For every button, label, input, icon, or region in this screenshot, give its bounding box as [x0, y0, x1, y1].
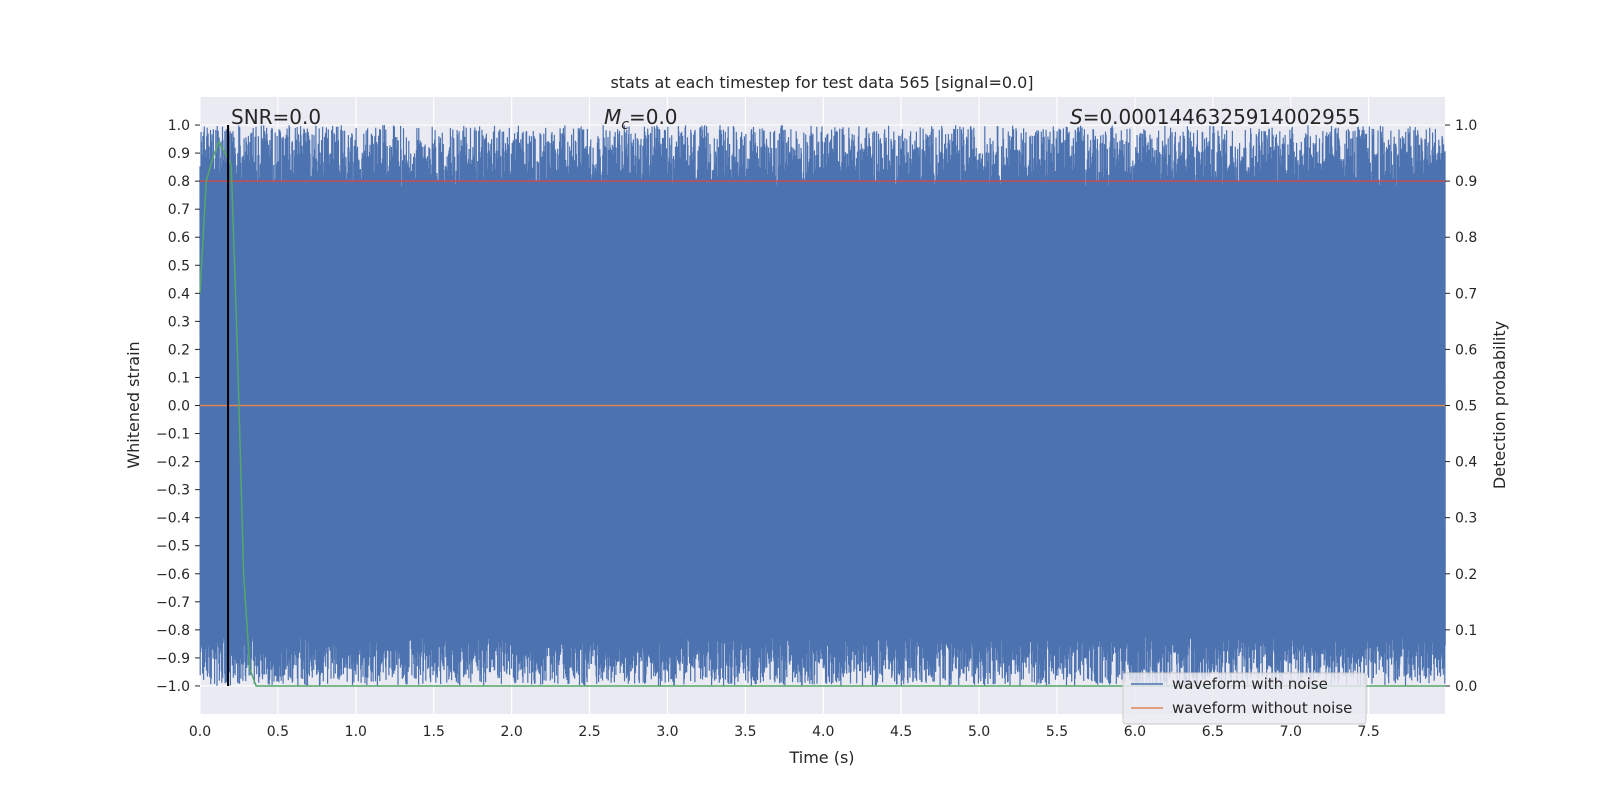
- y-right-tick-label: 0.6: [1455, 342, 1477, 358]
- y-right-tick-label: 0.9: [1455, 174, 1477, 190]
- y-left-tick-label: 0.6: [168, 230, 190, 246]
- y-right-tick-label: 0.8: [1455, 230, 1477, 246]
- x-axis-label: Time (s): [788, 748, 854, 767]
- y-right-axis-ticks: 1.0 0.9 0.8 0.7 0.6 0.5 0.4 0.3 0.2 0.1 0.0: [1445, 118, 1477, 695]
- x-axis-ticks: 0.0 0.5 1.0 1.5 2.0 2.5 3.0 3.5 4.0 4.5 5.0 5.5 6.0 6…: [189, 724, 1380, 740]
- chirp-mass-subscript: c: [621, 117, 629, 133]
- s-symbol: S: [1070, 105, 1083, 129]
- x-tick-label: 5.0: [968, 724, 990, 740]
- noise-waveform-line: [199, 125, 1446, 687]
- x-tick-label: 5.5: [1046, 724, 1068, 740]
- y-right-tick-label: 0.7: [1455, 286, 1477, 302]
- y-right-tick-label: 0.2: [1455, 567, 1477, 583]
- y-left-axis-ticks: 1.0 0.9 0.8 0.7 0.6 0.5 0.4 0.3 0.2 0.1 0.0 −0.1 −0.…: [156, 118, 200, 695]
- y-left-tick-label: 0.4: [168, 286, 190, 302]
- x-tick-label: 3.5: [734, 724, 756, 740]
- chirp-mass-symbol: M: [604, 105, 621, 129]
- detection-probability-line: [199, 140, 1445, 687]
- y-left-axis-label: Whitened strain: [124, 341, 143, 468]
- series-lines: [199, 125, 1445, 687]
- y-left-tick-label: −0.6: [156, 567, 190, 583]
- chart-title: stats at each timestep for test data 565…: [610, 73, 1033, 92]
- y-left-tick-label: 0.9: [168, 146, 190, 162]
- legend-label-noise: waveform with noise: [1172, 675, 1328, 693]
- y-left-tick-label: −0.3: [156, 483, 190, 499]
- y-left-tick-label: 0.8: [168, 174, 190, 190]
- x-tick-label: 0.0: [189, 724, 211, 740]
- y-left-tick-label: −0.1: [156, 427, 190, 443]
- y-right-tick-label: 0.5: [1455, 399, 1477, 415]
- y-right-tick-label: 0.4: [1455, 455, 1477, 471]
- y-right-tick-label: 0.1: [1455, 623, 1477, 639]
- x-tick-label: 3.0: [656, 724, 678, 740]
- x-tick-label: 6.0: [1124, 724, 1146, 740]
- x-tick-label: 7.0: [1280, 724, 1302, 740]
- x-tick-label: 4.0: [812, 724, 834, 740]
- x-tick-label: 0.5: [267, 724, 289, 740]
- x-tick-label: 1.0: [345, 724, 367, 740]
- x-tick-label: 2.0: [501, 724, 523, 740]
- y-left-tick-label: 0.7: [168, 202, 190, 218]
- y-left-tick-label: 1.0: [168, 118, 190, 134]
- y-left-tick-label: 0.5: [168, 258, 190, 274]
- x-tick-label: 4.5: [890, 724, 912, 740]
- y-left-tick-label: −0.8: [156, 623, 190, 639]
- y-right-tick-label: 1.0: [1455, 118, 1477, 134]
- y-left-tick-label: −0.2: [156, 455, 190, 471]
- y-right-axis-label: Detection probability: [1490, 321, 1509, 489]
- legend-label-clean: waveform without noise: [1172, 699, 1352, 717]
- x-tick-label: 7.5: [1358, 724, 1380, 740]
- snr-annotation: SNR=0.0: [231, 105, 321, 129]
- y-left-tick-label: −0.5: [156, 539, 190, 555]
- chirp-mass-value: =0.0: [629, 105, 678, 129]
- s-value: =0.00014463259140029​55: [1083, 105, 1361, 129]
- y-left-tick-label: −0.9: [156, 651, 190, 667]
- s-annotation: S=0.00014463259140029​55: [1070, 105, 1360, 129]
- legend-box: [1122, 672, 1367, 725]
- y-left-tick-label: 0.1: [168, 370, 190, 386]
- y-left-tick-label: 0.2: [168, 342, 190, 358]
- y-right-tick-label: 0.0: [1455, 679, 1477, 695]
- x-tick-label: 2.5: [578, 724, 600, 740]
- legend: waveform with noise waveform without noi…: [1122, 672, 1367, 725]
- chirp-mass-annotation: Mc=0.0: [604, 105, 678, 133]
- series-waveform-with-noise: [199, 125, 1446, 687]
- y-left-tick-label: 0.0: [168, 399, 190, 415]
- y-left-tick-label: 0.3: [168, 314, 190, 330]
- y-left-tick-label: −0.7: [156, 595, 190, 611]
- y-left-tick-label: −0.4: [156, 511, 190, 527]
- x-tick-label: 6.5: [1202, 724, 1224, 740]
- y-left-tick-label: −1.0: [156, 679, 190, 695]
- y-right-tick-label: 0.3: [1455, 511, 1477, 527]
- x-tick-label: 1.5: [423, 724, 445, 740]
